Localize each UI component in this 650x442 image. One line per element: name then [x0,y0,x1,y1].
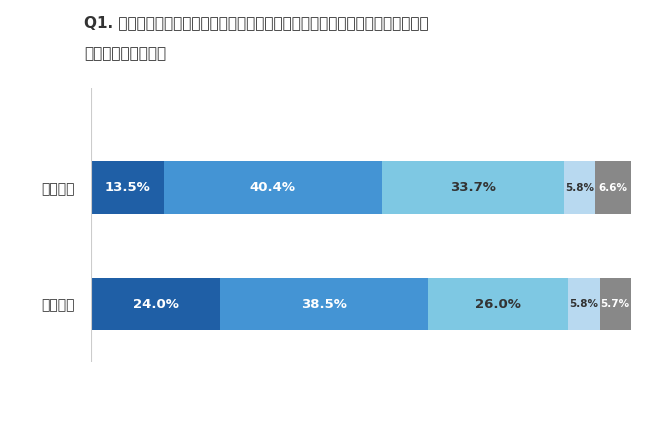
Text: 6.6%: 6.6% [598,183,627,193]
Bar [564,161,595,214]
Bar [600,278,630,330]
Text: 5.7%: 5.7% [601,299,630,309]
Bar [220,278,428,330]
Bar [428,278,569,330]
Text: Q1. テレワークを行うにあたり、作業品質・作業効率が下がったと感じることは: Q1. テレワークを行うにあたり、作業品質・作業効率が下がったと感じることは [84,15,429,30]
Bar [382,161,564,214]
Bar [569,278,600,330]
Text: 5.8%: 5.8% [565,183,593,193]
Text: 33.7%: 33.7% [450,181,496,194]
Text: ありましたか。: ありましたか。 [84,46,166,61]
Bar [164,161,382,214]
Bar [91,161,164,214]
Text: 40.4%: 40.4% [250,181,296,194]
Text: 26.0%: 26.0% [475,297,521,311]
Bar [595,161,630,214]
Text: 13.5%: 13.5% [105,181,150,194]
Text: 5.8%: 5.8% [569,299,599,309]
Text: 24.0%: 24.0% [133,297,179,311]
Bar [91,278,220,330]
Text: 38.5%: 38.5% [302,297,347,311]
